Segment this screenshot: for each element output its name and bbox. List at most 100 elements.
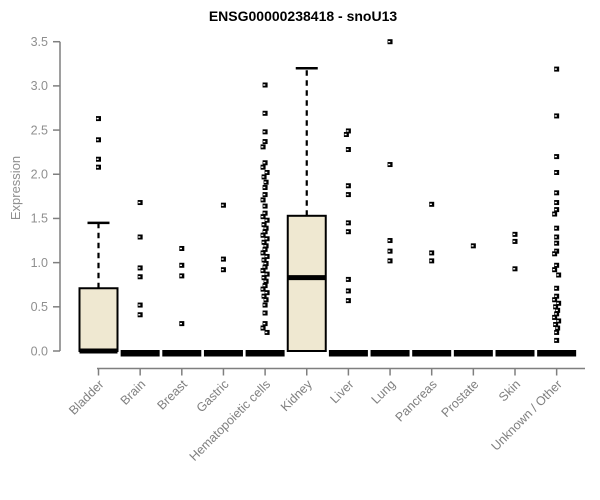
data-point-notch [261, 199, 264, 201]
data-point-notch [554, 250, 557, 252]
data-point-notch [265, 331, 268, 334]
data-point-notch [555, 327, 558, 329]
data-point-notch [138, 236, 141, 238]
x-tick-label: Kidney [278, 377, 315, 414]
data-point-notch [265, 255, 268, 258]
x-tick-label: Pancreas [393, 377, 440, 424]
data-point-notch [554, 339, 557, 342]
data-point-notch [346, 278, 349, 281]
data-point-notch [263, 131, 266, 133]
data-point-notch [263, 212, 266, 214]
data-point-notch [263, 266, 266, 268]
y-tick-label: 0.5 [31, 300, 48, 314]
data-point-notch [471, 245, 474, 247]
collapsed-box-bar [537, 350, 577, 357]
x-tick-label: Bladder [66, 377, 106, 417]
data-point-notch [261, 146, 264, 148]
data-point-notch [263, 248, 266, 251]
data-point-notch [264, 181, 267, 183]
x-tick-label: Gastric [194, 377, 232, 415]
data-point-notch [138, 314, 141, 316]
data-point-notch [264, 299, 267, 301]
data-point-notch [346, 185, 349, 187]
data-point-notch [346, 222, 349, 224]
data-point-notch [555, 309, 558, 312]
data-point-notch [556, 302, 559, 304]
data-point-notch [554, 115, 557, 117]
data-point-notch [265, 219, 268, 221]
y-tick-label: 3.5 [31, 35, 48, 49]
data-point-notch [264, 245, 267, 247]
data-point-notch [346, 130, 349, 132]
data-point-notch [262, 176, 265, 178]
data-point-notch [554, 236, 557, 238]
x-tick-label: Brain [118, 377, 149, 408]
data-point-notch [346, 231, 349, 233]
box [78, 287, 119, 352]
data-point-notch [96, 139, 99, 141]
data-point-notch [261, 166, 264, 168]
data-point-notch [556, 320, 559, 322]
data-point-notch [179, 322, 182, 325]
data-point-notch [265, 171, 268, 174]
data-point-notch [96, 117, 99, 120]
data-point-notch [263, 112, 266, 114]
data-point-notch [346, 299, 349, 302]
data-point-notch [263, 205, 266, 207]
y-tick-label: 2.0 [31, 168, 48, 182]
data-point-notch [554, 171, 557, 174]
data-point-notch [429, 260, 432, 262]
data-point-notch [263, 162, 266, 164]
data-point-notch [263, 140, 266, 143]
y-tick-label: 1.0 [31, 256, 48, 270]
data-point-notch [554, 295, 557, 297]
collapsed-box-bar [245, 350, 285, 357]
data-point-notch [179, 247, 182, 250]
box [286, 214, 327, 352]
data-point-notch [552, 253, 555, 255]
data-point-notch [554, 208, 557, 211]
data-point-notch [221, 204, 224, 206]
data-point-notch [265, 273, 268, 275]
data-point-notch [263, 231, 266, 233]
data-point-notch [221, 268, 224, 271]
data-point-notch [262, 295, 265, 297]
data-point-notch [264, 262, 267, 265]
data-point-notch [388, 239, 391, 242]
data-point-notch [388, 260, 391, 262]
data-point-notch [138, 201, 141, 204]
collapsed-box-bar [370, 350, 410, 357]
data-point-notch [552, 213, 555, 215]
data-point-notch [138, 304, 141, 306]
data-point-notch [265, 238, 268, 240]
data-point-notch [138, 267, 141, 269]
data-point-notch [262, 223, 265, 226]
data-point-notch [554, 227, 557, 229]
data-point-notch [554, 192, 557, 194]
data-point-notch [96, 166, 99, 168]
data-point-notch [263, 186, 266, 189]
x-tick-label: Prostate [439, 377, 482, 420]
data-point-notch [388, 41, 391, 43]
data-point-notch [265, 291, 268, 294]
data-point-notch [554, 264, 557, 266]
data-point-notch [554, 313, 557, 315]
collapsed-box-bar [412, 350, 452, 357]
y-tick-label: 2.5 [31, 123, 48, 137]
data-point-notch [554, 331, 557, 334]
y-tick-label: 3.0 [31, 79, 48, 93]
data-point-notch [553, 306, 556, 308]
data-point-notch [261, 252, 264, 254]
data-point-notch [261, 269, 264, 272]
data-point-notch [554, 155, 557, 158]
collapsed-box-bar [453, 350, 493, 357]
data-point-notch [553, 323, 556, 326]
y-tick-label: 1.5 [31, 212, 48, 226]
data-point-notch [264, 227, 267, 229]
collapsed-box-bar [162, 350, 202, 357]
data-point-notch [262, 276, 265, 279]
collapsed-box-bar [120, 350, 160, 357]
collapsed-box-bar [328, 350, 368, 357]
